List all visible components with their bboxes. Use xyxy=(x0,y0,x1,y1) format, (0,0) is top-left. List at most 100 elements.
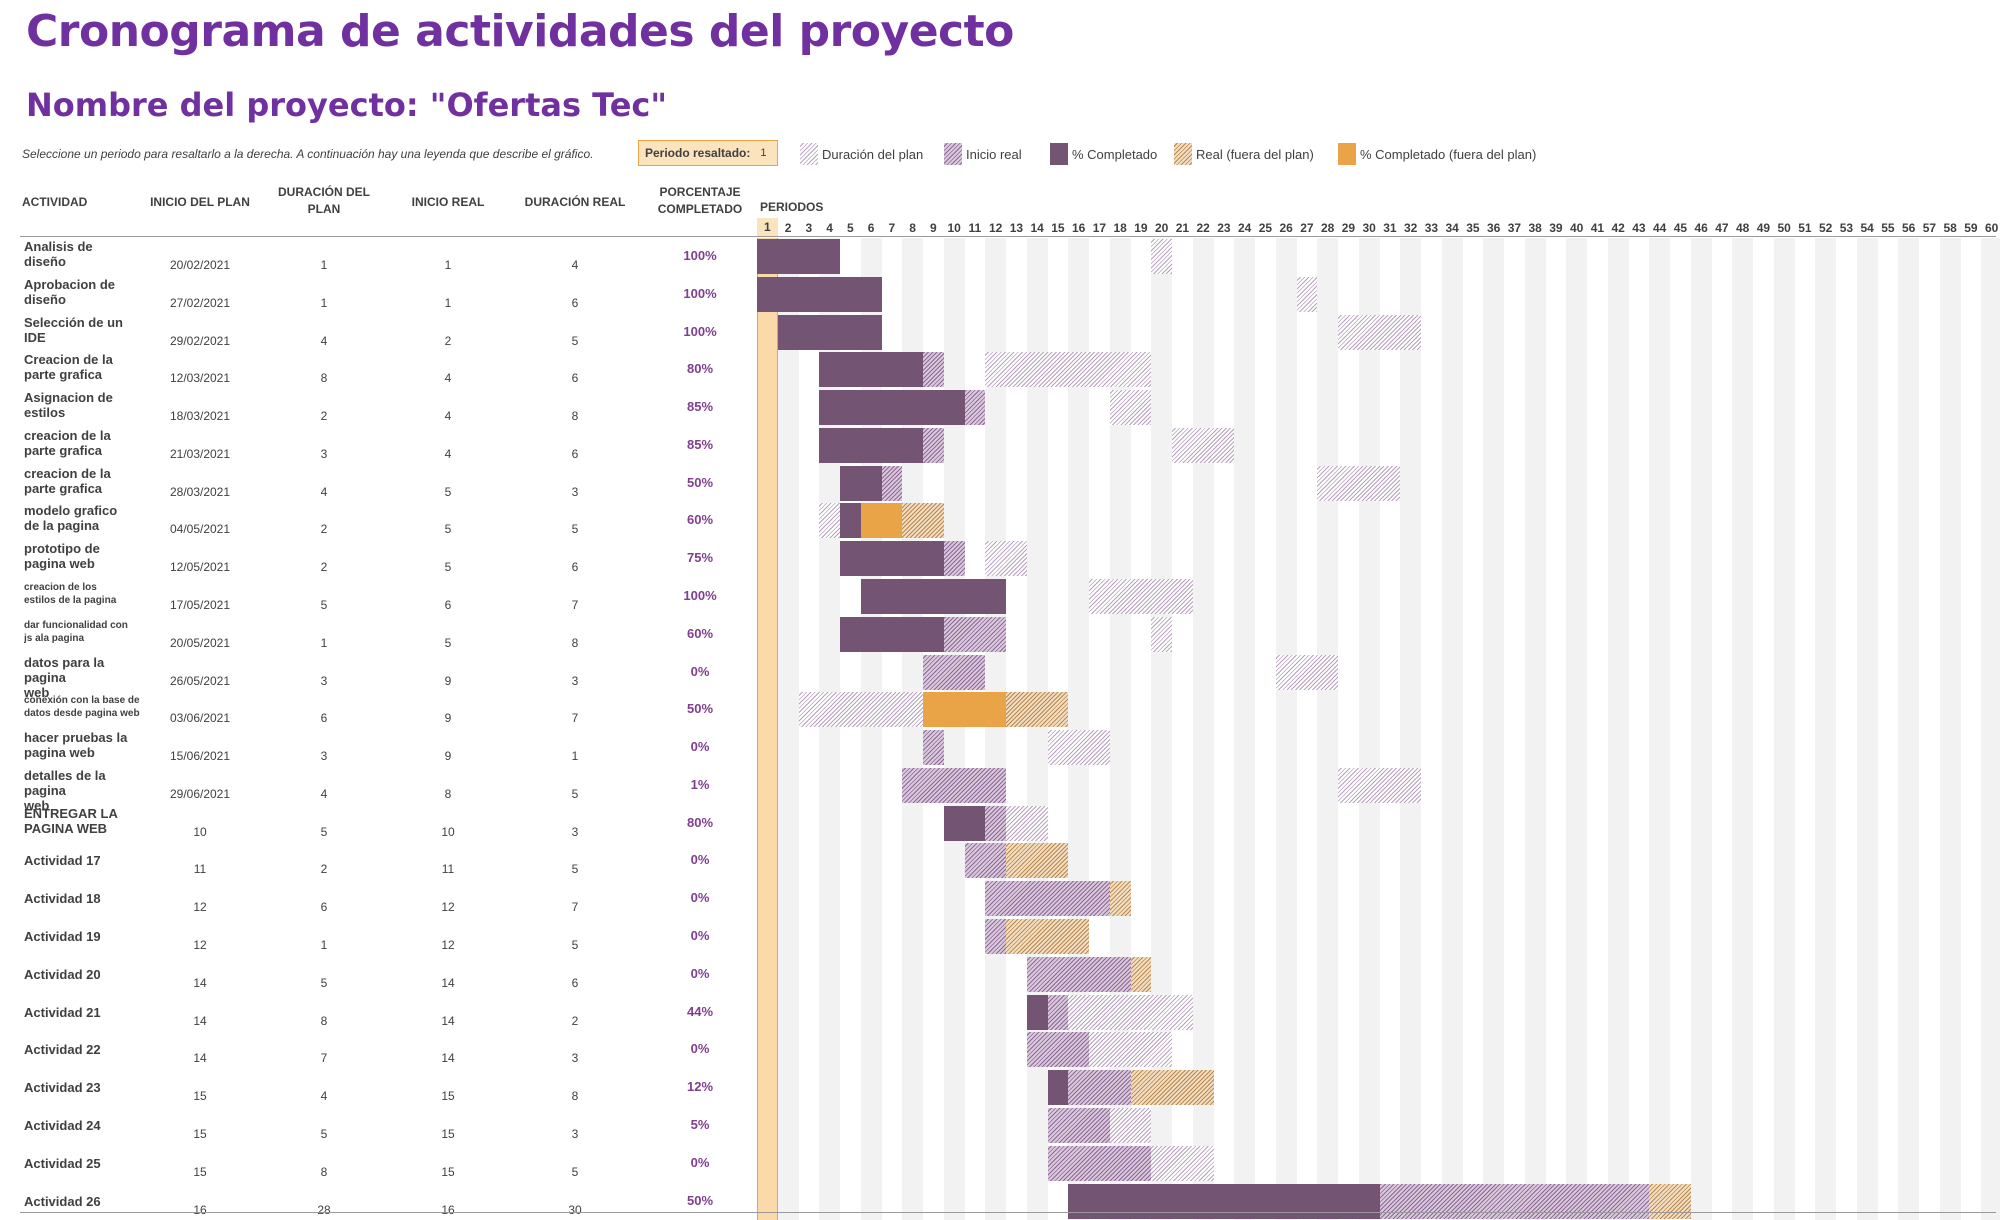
table-row[interactable]: datos para la pagina web 26/05/2021 3 9 3 0% xyxy=(0,654,2000,700)
period-number[interactable]: 44 xyxy=(1652,221,1667,235)
period-number[interactable]: 38 xyxy=(1528,221,1542,235)
table-row[interactable]: creacion de los estilos de la pagina 17/05… xyxy=(0,578,2000,615)
period-number[interactable]: 53 xyxy=(1839,221,1854,235)
period-number[interactable]: 23 xyxy=(1217,221,1231,235)
period-number[interactable]: 26 xyxy=(1279,221,1293,235)
table-row[interactable]: Actividad 25 15 8 15 5 0% xyxy=(0,1145,2000,1182)
period-number[interactable]: 11 xyxy=(968,221,982,235)
table-row[interactable]: prototipo de pagina web 12/05/2021 2 5 6 75% xyxy=(0,540,2000,577)
period-number[interactable]: 30 xyxy=(1362,221,1376,235)
period-number[interactable]: 48 xyxy=(1735,221,1750,235)
percent-complete-bar xyxy=(840,616,944,652)
period-number[interactable]: 42 xyxy=(1611,221,1625,235)
period-number[interactable]: 5 xyxy=(847,221,854,235)
period-number[interactable]: 47 xyxy=(1715,221,1729,235)
period-number[interactable]: 40 xyxy=(1569,221,1584,235)
period-number[interactable]: 2 xyxy=(784,221,792,235)
header-real-duration: DURACIÓN REAL xyxy=(524,195,626,209)
period-number[interactable]: 41 xyxy=(1590,221,1605,235)
period-stripe xyxy=(1939,238,1961,1220)
period-number[interactable]: 9 xyxy=(930,221,937,235)
period-number[interactable]: 20 xyxy=(1154,221,1169,235)
table-row[interactable]: Actividad 24 15 5 15 3 5% xyxy=(0,1107,2000,1144)
period-number[interactable]: 16 xyxy=(1071,221,1086,235)
period-number[interactable]: 22 xyxy=(1196,221,1210,235)
plan-duration-cell: 3 xyxy=(320,673,328,688)
period-number[interactable]: 50 xyxy=(1777,221,1791,235)
period-number[interactable]: 25 xyxy=(1258,221,1273,235)
table-row[interactable]: Aprobacion de diseño 27/02/2021 1 1 6 100% xyxy=(0,276,2000,313)
period-number[interactable]: 17 xyxy=(1092,221,1107,235)
period-number[interactable]: 56 xyxy=(1901,221,1916,235)
period-number[interactable]: 24 xyxy=(1237,221,1252,235)
table-row[interactable]: Asignacion de estilos 18/03/2021 2 4 8 85% xyxy=(0,389,2000,426)
table-row[interactable]: dar funcionalidad con js ala pagina 20/05/… xyxy=(0,616,2000,653)
table-row[interactable]: Actividad 21 14 8 14 2 44% xyxy=(0,994,2000,1031)
table-row[interactable]: conexión con la base de datos desde pagin… xyxy=(0,691,2000,728)
table-row[interactable]: Actividad 23 15 4 15 8 12% xyxy=(0,1069,2000,1106)
period-number[interactable]: 18 xyxy=(1113,221,1127,235)
period-number[interactable]: 59 xyxy=(1964,221,1978,235)
highlight-period-value[interactable]: 1 xyxy=(760,147,767,159)
period-number[interactable]: 43 xyxy=(1632,221,1646,235)
period-number[interactable]: 31 xyxy=(1383,221,1397,235)
period-number[interactable]: 34 xyxy=(1445,221,1459,235)
period-number[interactable]: 55 xyxy=(1881,221,1895,235)
plan-duration-bar xyxy=(1151,239,1172,274)
period-number[interactable]: 19 xyxy=(1134,221,1148,235)
period-number[interactable]: 21 xyxy=(1175,221,1190,235)
table-row[interactable]: creacion de la parte grafica 28/03/2021 4 5 3… xyxy=(0,465,2000,502)
period-number[interactable]: 46 xyxy=(1694,221,1708,235)
activity-name: Asignacion de estilos xyxy=(24,390,140,420)
real-duration-cell: 6 xyxy=(571,446,579,461)
period-number[interactable]: 36 xyxy=(1486,221,1501,235)
highlight-period-control[interactable]: Periodo resaltado: 1 xyxy=(638,140,778,166)
period-number[interactable]: 39 xyxy=(1549,221,1563,235)
period-number[interactable]: 54 xyxy=(1860,221,1874,235)
period-number[interactable]: 1 xyxy=(757,218,778,236)
table-row[interactable]: Actividad 20 14 5 14 6 0% xyxy=(0,956,2000,993)
period-number[interactable]: 60 xyxy=(1984,221,1999,235)
plan-duration-cell: 6 xyxy=(320,711,328,726)
period-number[interactable]: 57 xyxy=(1922,221,1937,235)
period-number[interactable]: 58 xyxy=(1943,221,1957,235)
period-number[interactable]: 52 xyxy=(1818,221,1833,235)
table-row[interactable]: Selección de un IDE 29/02/2021 4 2 5 100% xyxy=(0,314,2000,351)
period-number[interactable]: 12 xyxy=(988,221,1003,235)
activity-name-line2: estilos xyxy=(24,405,66,421)
table-row[interactable]: creacion de la parte grafica 21/03/2021 3 4 6… xyxy=(0,427,2000,464)
table-row[interactable]: Actividad 26 16 28 16 30 50% xyxy=(0,1183,2000,1220)
period-number[interactable]: 27 xyxy=(1300,221,1314,235)
period-number[interactable]: 51 xyxy=(1798,221,1812,235)
period-number[interactable]: 32 xyxy=(1403,221,1418,235)
table-row[interactable]: Actividad 17 11 2 11 5 0% xyxy=(0,842,2000,879)
period-number[interactable]: 3 xyxy=(805,221,813,235)
percent-complete-cell: 85% xyxy=(686,399,714,415)
table-row[interactable]: Actividad 22 14 7 14 3 0% xyxy=(0,1031,2000,1068)
table-row[interactable]: detalles de la pagina web 29/06/2021 4 8 5 1% xyxy=(0,767,2000,813)
table-row[interactable]: Actividad 19 12 1 12 5 0% xyxy=(0,918,2000,955)
period-number[interactable]: 37 xyxy=(1507,221,1522,235)
table-row[interactable]: Analisis de diseño 20/02/2021 1 1 4 100% xyxy=(0,238,2000,275)
period-number[interactable]: 13 xyxy=(1009,221,1024,235)
project-name: Nombre del proyecto: "Ofertas Tec" xyxy=(26,86,668,124)
table-row[interactable]: Actividad 18 12 6 12 7 0% xyxy=(0,880,2000,917)
period-number[interactable]: 15 xyxy=(1051,221,1065,235)
period-number[interactable]: 8 xyxy=(909,221,916,235)
period-number[interactable]: 29 xyxy=(1341,221,1356,235)
period-number[interactable]: 10 xyxy=(947,221,961,235)
period-number[interactable]: 6 xyxy=(867,221,875,235)
period-number[interactable]: 45 xyxy=(1673,221,1688,235)
period-number[interactable]: 4 xyxy=(826,221,833,235)
table-row[interactable]: hacer pruebas la pagina web 15/06/2021 3 9 1 0… xyxy=(0,729,2000,766)
period-number[interactable]: 28 xyxy=(1320,221,1335,235)
activity-name: creacion de la parte grafica xyxy=(24,466,140,496)
period-number[interactable]: 7 xyxy=(888,221,896,235)
table-row[interactable]: ENTREGAR LA PAGINA WEB 10 5 10 3 80% xyxy=(0,805,2000,842)
period-number[interactable]: 35 xyxy=(1466,221,1480,235)
table-row[interactable]: Creacion de la parte grafica 12/03/2021 8 4 6… xyxy=(0,351,2000,388)
period-number[interactable]: 49 xyxy=(1756,221,1771,235)
period-number[interactable]: 14 xyxy=(1030,221,1044,235)
period-number[interactable]: 33 xyxy=(1424,221,1439,235)
table-row[interactable]: modelo grafico de la pagina 04/05/2021 2 5 5 6… xyxy=(0,502,2000,539)
